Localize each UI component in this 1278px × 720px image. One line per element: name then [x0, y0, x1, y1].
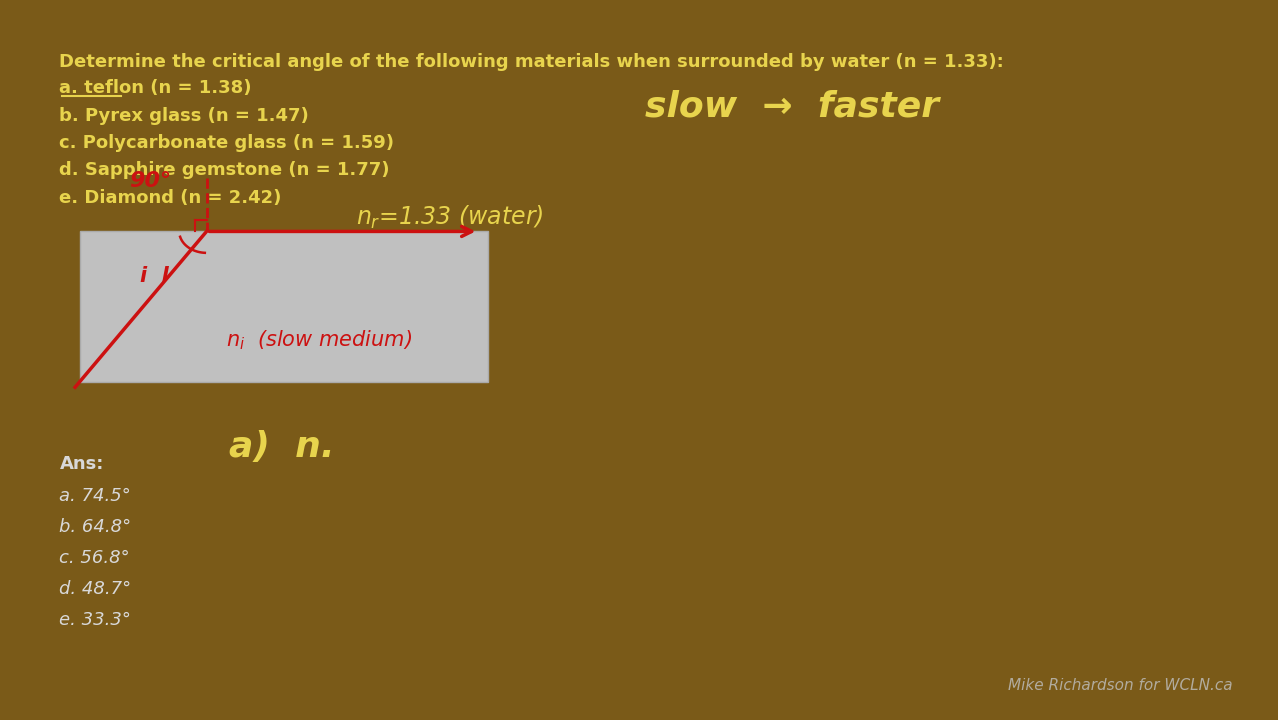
Text: Determine the critical angle of the following materials when surrounded by water: Determine the critical angle of the foll… — [60, 53, 1005, 71]
Text: i  l: i l — [141, 266, 169, 286]
Text: c. Polycarbonate glass (n = 1.59): c. Polycarbonate glass (n = 1.59) — [60, 134, 395, 152]
Text: slow  →  faster: slow → faster — [645, 89, 939, 123]
Text: a. teflon (n = 1.38): a. teflon (n = 1.38) — [60, 79, 252, 97]
Bar — [81, 231, 488, 382]
Text: 90°: 90° — [129, 171, 171, 191]
Text: b. Pyrex glass (n = 1.47): b. Pyrex glass (n = 1.47) — [60, 107, 309, 125]
Text: e. Diamond (n = 2.42): e. Diamond (n = 2.42) — [60, 189, 282, 207]
Text: $n_i$  (slow medium): $n_i$ (slow medium) — [226, 329, 413, 352]
Text: d. 48.7°: d. 48.7° — [60, 580, 132, 598]
Text: c. 56.8°: c. 56.8° — [60, 549, 130, 567]
Text: d. Sapphire gemstone (n = 1.77): d. Sapphire gemstone (n = 1.77) — [60, 161, 390, 179]
Text: Ans:: Ans: — [60, 456, 104, 474]
Text: e. 33.3°: e. 33.3° — [60, 611, 132, 629]
Text: Mike Richardson for WCLN.ca: Mike Richardson for WCLN.ca — [1007, 678, 1232, 693]
Text: b. 64.8°: b. 64.8° — [60, 518, 132, 536]
Text: $n_r$=1.33 (water): $n_r$=1.33 (water) — [355, 204, 543, 231]
Text: a. 74.5°: a. 74.5° — [60, 487, 132, 505]
Text: a)  n.: a) n. — [229, 430, 335, 464]
